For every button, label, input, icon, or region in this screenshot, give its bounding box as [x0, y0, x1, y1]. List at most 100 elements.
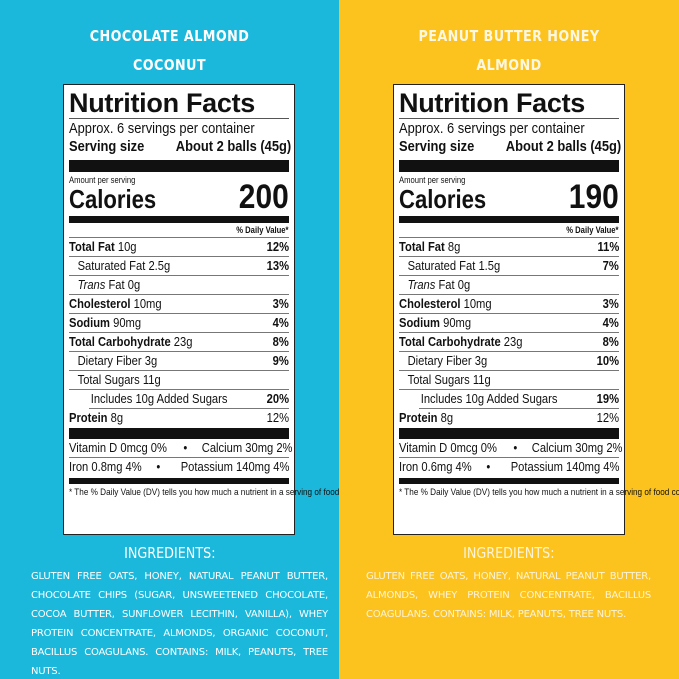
nutrient-name: Sodium	[69, 315, 110, 330]
ingredients-title: INGREDIENTS:	[339, 544, 679, 562]
nutrient-name: Includes 10g Added Sugars	[420, 391, 558, 406]
divider-thick	[399, 160, 619, 172]
serving-size-label: Serving size	[399, 138, 475, 155]
footnote: * The % Daily Value (DV) tells you how m…	[399, 487, 679, 498]
nutrient-dv: 20%	[266, 391, 289, 406]
nutrient-name: Sodium	[399, 315, 440, 330]
iron: Iron 0.6mg 4%	[399, 459, 472, 474]
nutrient-name: Protein	[399, 410, 438, 425]
daily-value-header: % Daily Value*	[399, 223, 619, 238]
footnote-text: * The % Daily Value (DV) tells you how m…	[399, 487, 679, 498]
nutrient-amount: 90mg	[443, 315, 472, 330]
divider-medium	[399, 478, 619, 484]
daily-value-header-text: % Daily Value*	[566, 225, 619, 235]
bullet-separator: •	[486, 459, 491, 474]
flavor-title-line1: PEANUT BUTTER HONEY	[418, 27, 600, 45]
nutrient-name: Total Fat	[399, 239, 445, 254]
nutrient-dv: 12%	[266, 239, 289, 254]
nutrient-row-sodium: Sodium 90mg 4%	[69, 314, 289, 333]
nutrient-row-total-sugars: Total Sugars 11g	[69, 371, 289, 390]
calories-value: 190	[569, 178, 619, 216]
nutrient-dv: 12%	[596, 410, 619, 425]
divider-medium	[69, 478, 289, 484]
nutrient-row-added-sugars: Includes 10g Added Sugars 20%	[89, 390, 289, 409]
nutrient-amount: 10mg	[463, 296, 492, 311]
daily-value-header: % Daily Value*	[69, 223, 289, 238]
serving-size-value: About 2 balls (45g)	[175, 138, 291, 155]
amount-per-serving-text: Amount per serving	[69, 175, 136, 185]
nutrient-amount: 3g	[144, 353, 158, 368]
calories-label: Calories	[399, 184, 487, 214]
nutrient-row-total-carbohydrate: Total Carbohydrate 23g 8%	[399, 333, 619, 352]
nutrient-amount: 23g	[173, 334, 193, 349]
servings-per-container: Approx. 6 servings per container	[399, 120, 619, 138]
divider-thick	[69, 160, 289, 172]
serving-size-row: Serving size About 2 balls (45g)	[69, 138, 291, 156]
nutrient-name: Total Carbohydrate	[69, 334, 171, 349]
calories-value: 200	[239, 178, 289, 216]
divider-medium	[399, 216, 619, 223]
amount-per-serving: Amount per serving	[399, 175, 619, 186]
nutrient-dv: 13%	[266, 258, 289, 273]
serving-size-value: About 2 balls (45g)	[505, 138, 621, 155]
nutrient-row-dietary-fiber: Dietary Fiber 3g 10%	[399, 352, 619, 371]
daily-value-header-text: % Daily Value*	[236, 225, 289, 235]
nutrition-facts-label: Nutrition Facts Approx. 6 servings per c…	[393, 84, 679, 535]
divider-thick	[399, 428, 619, 439]
nutrient-row-trans-fat: Trans Fat 0g	[399, 276, 619, 295]
nutrient-name: Total Sugars	[77, 372, 140, 387]
nutrient-name: Total Fat	[69, 239, 115, 254]
nutrient-name: Total Carbohydrate	[399, 334, 501, 349]
nutrient-row-dietary-fiber: Dietary Fiber 3g 9%	[69, 352, 289, 371]
nutrient-dv: 4%	[602, 315, 619, 330]
nutrient-name: Cholesterol	[69, 296, 131, 311]
nutrient-amount: 8g	[440, 410, 454, 425]
calories-label: Calories	[69, 184, 157, 214]
footnote: * The % Daily Value (DV) tells you how m…	[69, 487, 639, 498]
nutrient-amount: 1.5g	[478, 258, 501, 273]
flavor-title-line2: ALMOND	[476, 56, 542, 74]
ingredients-text: GLUTEN FREE OATS, HONEY, NATURAL PEANUT …	[31, 571, 328, 677]
bullet-separator: •	[183, 440, 188, 455]
minerals-row-2: Iron 0.6mg 4% • Potassium 140mg 4%	[399, 458, 619, 477]
nutrient-dv: 11%	[597, 239, 619, 254]
serving-size-row: Serving size About 2 balls (45g)	[399, 138, 621, 156]
panel-chocolate-almond-coconut: CHOCOLATE ALMOND COCONUT Nutrition Facts…	[0, 0, 639, 679]
ingredients-title-text: INGREDIENTS:	[123, 544, 216, 562]
nutrient-name: Saturated Fat	[407, 258, 476, 273]
servings-text: Approx. 6 servings per container	[399, 120, 585, 137]
nutrient-row-total-sugars: Total Sugars 11g	[399, 371, 619, 390]
nutrient-dv: 3%	[272, 296, 289, 311]
panel-peanut-butter-honey-almond: PEANUT BUTTER HONEY ALMOND Nutrition Fac…	[339, 0, 679, 679]
nutrient-name: Fat	[108, 277, 125, 292]
nutrient-row-added-sugars: Includes 10g Added Sugars 19%	[419, 390, 619, 409]
nutrient-row-total-fat: Total Fat 10g 12%	[69, 238, 289, 257]
nutrient-amount: 11g	[472, 372, 491, 387]
nutrient-name: Total Sugars	[407, 372, 470, 387]
nutrient-amount: 23g	[503, 334, 523, 349]
calcium: Calcium 30mg 2%	[202, 440, 293, 455]
iron: Iron 0.8mg 4%	[69, 459, 142, 474]
calories-row: Calories 200	[69, 180, 289, 214]
bullet-separator: •	[156, 459, 161, 474]
nutrient-dv: 10%	[596, 353, 619, 368]
nutrient-name: Fat	[438, 277, 455, 292]
nutrient-dv: 4%	[272, 315, 289, 330]
bullet-separator: •	[513, 440, 518, 455]
nutrient-amount: 10g	[117, 239, 137, 254]
nutrient-row-saturated-fat: Saturated Fat 1.5g 7%	[399, 257, 619, 276]
potassium: Potassium 140mg 4%	[180, 459, 289, 474]
nutrient-amount: 8g	[447, 239, 461, 254]
nutrient-name: Protein	[69, 410, 108, 425]
nutrient-row-protein: Protein 8g 12%	[399, 409, 619, 428]
footnote-text: * The % Daily Value (DV) tells you how m…	[69, 487, 639, 498]
servings-text: Approx. 6 servings per container	[69, 120, 255, 137]
ingredients-title-text: INGREDIENTS:	[463, 544, 555, 562]
flavor-title-line1: CHOCOLATE ALMOND	[89, 27, 250, 45]
divider-thick	[69, 428, 289, 439]
minerals-row-1: Vitamin D 0mcg 0% • Calcium 30mg 2%	[69, 439, 293, 458]
amount-per-serving: Amount per serving	[69, 175, 289, 186]
nutrient-dv: 12%	[266, 410, 289, 425]
nutrition-facts-title: Nutrition Facts	[399, 88, 619, 119]
flavor-title: CHOCOLATE ALMOND COCONUT	[25, 22, 313, 80]
